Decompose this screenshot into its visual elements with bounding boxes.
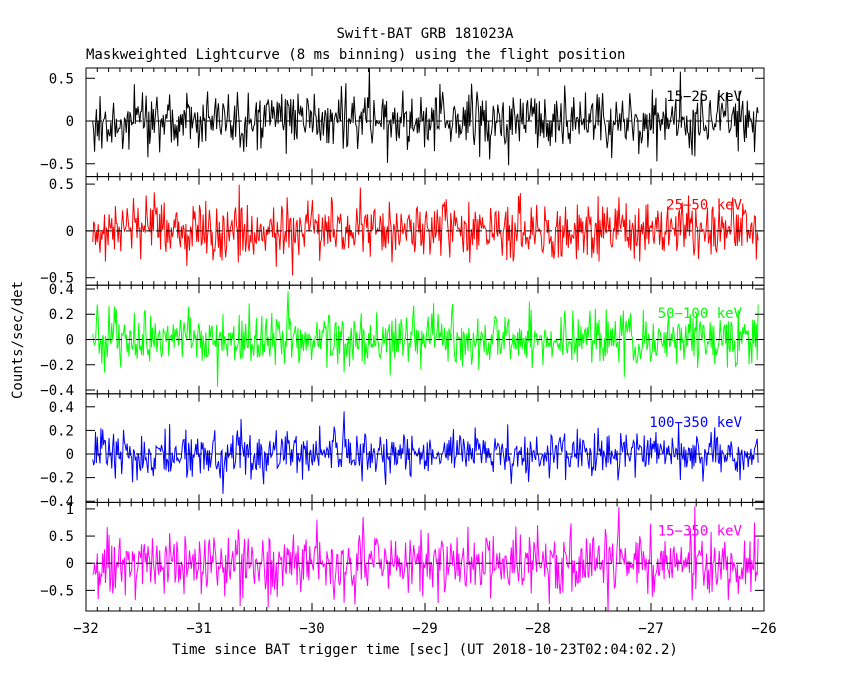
y-tick-label: 0.5	[49, 177, 74, 193]
panel-4: −0.4 −0.2 0 0.2 0.4 100−350 keV	[40, 393, 765, 510]
y-tick-label: −0.2	[40, 358, 74, 374]
x-tick-label: −29	[412, 621, 437, 637]
x-tick-label: −32	[73, 621, 98, 637]
panel-2: −0.5 0 0.5 25−50 keV	[40, 176, 765, 287]
y-tick-label: −0.5	[40, 271, 74, 287]
lightcurve-series-4	[92, 411, 759, 494]
y-tick-label: 1	[66, 502, 74, 518]
band-label: 50−100 keV	[658, 306, 743, 322]
y-tick-label: −0.2	[40, 471, 74, 487]
chart-subtitle: Maskweighted Lightcurve (8 ms binning) u…	[86, 47, 625, 63]
y-tick-label: −0.4	[40, 494, 74, 510]
band-label: 25−50 keV	[666, 198, 742, 214]
panel-frame	[85, 501, 765, 612]
chart-title: Swift-BAT GRB 181023A	[336, 26, 514, 42]
x-axis-label: Time since BAT trigger time [sec] (UT 20…	[172, 642, 678, 658]
lightcurve-series-3	[92, 291, 759, 387]
y-tick-label: −0.5	[40, 583, 74, 599]
x-tick-label: −28	[525, 621, 550, 637]
y-tick-label: 0	[66, 114, 74, 130]
y-tick-label: 0.4	[49, 282, 74, 298]
panel-3: −0.4 −0.2 0 0.2 0.4 50−100 keV	[40, 282, 765, 399]
lightcurve-series-5	[92, 506, 759, 611]
y-tick-label: 0.5	[49, 71, 74, 87]
panel-5: −0.5 0 0.5 1 15−350 keV	[40, 501, 765, 612]
x-tick-label: −30	[299, 621, 324, 637]
y-tick-label: 0.5	[49, 529, 74, 545]
x-tick-label: −26	[751, 621, 776, 637]
lightcurve-series-1	[92, 68, 759, 166]
panel-frame	[85, 393, 765, 503]
y-tick-label: 0.4	[49, 400, 74, 416]
band-label: 15−350 keV	[658, 523, 743, 539]
y-tick-label: 0	[66, 333, 74, 349]
y-tick-label: −0.4	[40, 383, 74, 399]
y-tick-label: 0	[66, 556, 74, 572]
panel-stack: −0.500.515−25 keV−0.500.525−50 keV−0.4−0…	[40, 67, 777, 637]
y-tick-label: 0	[66, 224, 74, 240]
panel-1: −0.5 0 0.5 15−25 keV	[40, 67, 765, 178]
band-label: 100−350 keV	[649, 415, 742, 431]
x-tick-label: −31	[186, 621, 211, 637]
y-axis-label: Counts/sec/det	[10, 281, 26, 399]
y-tick-label: 0.2	[49, 307, 74, 323]
y-tick-label: 0.2	[49, 423, 74, 439]
y-tick-label: 0	[66, 447, 74, 463]
lightcurve-series-2	[92, 184, 759, 276]
y-tick-label: −0.5	[40, 157, 74, 173]
band-label: 15−25 keV	[666, 89, 742, 105]
x-tick-label: −27	[638, 621, 663, 637]
